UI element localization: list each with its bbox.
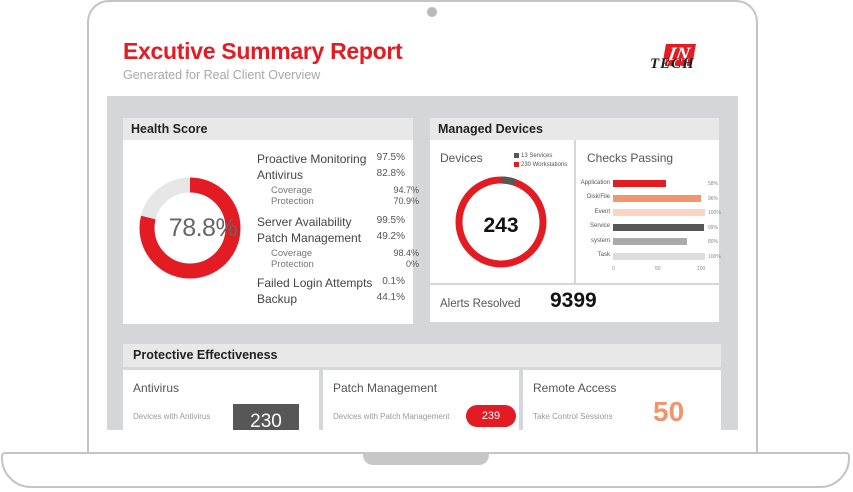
health-score-value: 78.8% (168, 214, 238, 242)
health-metric-label: Coverage (271, 185, 313, 196)
check-bar (613, 223, 705, 231)
check-value-label: 96% (708, 195, 719, 202)
health-metric-row: Protection 0% (271, 259, 421, 270)
devices-total: 243 (483, 214, 519, 237)
devices-donut (455, 176, 547, 268)
check-bar (613, 252, 705, 260)
check-category-label: system (590, 237, 610, 244)
remote-access-desc: Take Control Sessions (533, 412, 613, 421)
health-metric-value: 70.9% (393, 196, 419, 206)
antivirus-card: Antivirus Devices with Antivirus 230 (123, 370, 319, 430)
legend-swatch (514, 162, 519, 167)
remote-access-card: Remote Access Take Control Sessions 50 (523, 370, 721, 430)
health-metric-row: Proactive Monitoring 97.5% (257, 152, 407, 166)
report-screen: Excutive Summary Report Generated for Re… (107, 22, 738, 430)
managed-devices-heading: Managed Devices (430, 118, 719, 140)
report-title: Excutive Summary Report (123, 38, 403, 64)
health-metric-label: Antivirus (257, 168, 304, 182)
axis-tick: 50 (655, 266, 661, 272)
check-value-label: 99% (708, 224, 719, 231)
report-subtitle: Generated for Real Client Overview (123, 68, 321, 82)
legend-label: 13 Services (521, 153, 553, 160)
check-category-label: Task (597, 252, 610, 258)
check-value-label: 80% (708, 239, 719, 245)
health-metric-label: Protection (271, 196, 314, 207)
health-metric-value: 98.4% (393, 248, 419, 258)
health-metric-row: Protection 70.9% (271, 196, 421, 207)
check-value-label: 100% (708, 210, 721, 216)
patch-management-card: Patch Management Devices with Patch Mana… (323, 370, 519, 430)
report-header: Excutive Summary Report Generated for Re… (107, 22, 738, 96)
health-metric-label: Patch Management (257, 231, 362, 245)
health-metric-row: Backup 44.1% (257, 292, 407, 306)
check-category-label: Disk/File (586, 194, 610, 200)
health-metric-label: Coverage (271, 248, 313, 259)
health-metric-row: Server Availability 99.5% (257, 215, 407, 229)
checks-passing-label: Checks Passing (587, 151, 674, 165)
health-metric-label: Failed Login Attempts (257, 276, 373, 290)
antivirus-desc: Devices with Antivirus (133, 412, 211, 421)
legend-label: 230 Workstations (521, 162, 568, 169)
divider (574, 140, 576, 283)
health-metric-value: 99.5% (376, 215, 405, 226)
laptop-notch (363, 452, 489, 465)
health-metric-row: Coverage 94.7% (271, 185, 421, 196)
health-metric-row: Coverage 98.4% (271, 248, 421, 259)
health-metric-value: 0.1% (382, 276, 405, 287)
remote-access-title: Remote Access (533, 381, 617, 395)
axis-tick: 100 (697, 266, 706, 272)
protective-effectiveness-heading: Protective Effectiveness (123, 344, 721, 367)
patch-management-count: 239 (466, 405, 516, 427)
health-metric-value: 44.1% (376, 292, 405, 303)
health-metric-label: Server Availability (257, 215, 352, 229)
legend-workstations: 230 Workstations (514, 162, 567, 168)
antivirus-count: 230 (233, 404, 299, 430)
managed-devices-panel: Managed Devices Devices 13 Services 230 … (430, 118, 721, 322)
check-bar (613, 180, 667, 187)
health-score-panel: Health Score 78.8% Proactive Monitoring 9… (123, 118, 419, 324)
legend-services: 13 Services (514, 153, 552, 159)
services-arc (455, 176, 547, 268)
health-metric-value: 97.5% (376, 152, 405, 163)
check-category-label: Service (589, 223, 610, 229)
check-value-label: 58% (708, 181, 719, 187)
health-metric-row: Antivirus 82.8% (257, 168, 407, 182)
webcam (427, 7, 437, 17)
check-value-label: 100% (708, 253, 721, 260)
alerts-resolved-value: 9399 (550, 289, 597, 312)
divider (430, 283, 719, 285)
health-metric-value: 82.8% (376, 168, 405, 179)
legend-swatch (514, 153, 519, 158)
company-logo: IN TECH (650, 44, 716, 74)
check-bar (613, 238, 687, 245)
check-category-label: Event (594, 208, 610, 215)
alerts-resolved-label: Alerts Resolved (440, 298, 521, 310)
check-bar (613, 209, 705, 216)
patch-management-desc: Devices with Patch Management (333, 412, 450, 421)
health-metric-row: Patch Management 49.2% (257, 231, 407, 245)
axis-tick: 0 (612, 266, 615, 272)
check-category-label: Application (580, 179, 610, 186)
health-metric-value: 94.7% (393, 185, 419, 195)
health-donut-arc (139, 177, 241, 279)
remote-access-count: 50 (653, 396, 685, 427)
health-metric-value: 0% (405, 259, 419, 269)
check-bar (613, 194, 702, 202)
health-score-heading: Health Score (123, 118, 413, 140)
health-metric-label: Proactive Monitoring (257, 152, 367, 166)
health-metric-value: 49.2% (376, 231, 405, 242)
health-score-donut (139, 177, 241, 279)
health-metric-label: Backup (257, 292, 298, 306)
antivirus-title: Antivirus (133, 381, 180, 395)
health-metric-label: Protection (271, 259, 314, 270)
devices-label: Devices (440, 151, 483, 165)
health-metric-row: Failed Login Attempts 0.1% (257, 276, 407, 290)
logo-tech: TECH (650, 56, 695, 72)
patch-management-title: Patch Management (333, 381, 438, 395)
